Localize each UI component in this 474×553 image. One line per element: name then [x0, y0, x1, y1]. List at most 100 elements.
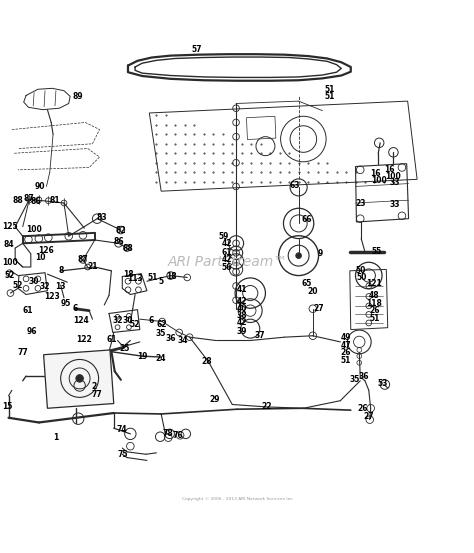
Text: 51: 51: [369, 314, 380, 323]
Text: 125: 125: [3, 222, 18, 231]
Text: 42: 42: [237, 319, 247, 327]
Text: 16: 16: [384, 165, 395, 174]
Text: 51: 51: [147, 273, 158, 282]
Circle shape: [296, 253, 301, 258]
Text: 59: 59: [219, 232, 229, 241]
Text: 42: 42: [221, 255, 232, 264]
Text: 38: 38: [237, 311, 247, 320]
Text: 113: 113: [127, 274, 143, 283]
Text: 77: 77: [18, 348, 28, 357]
Text: 81: 81: [49, 196, 60, 205]
Text: 40: 40: [237, 304, 247, 313]
Text: 61: 61: [221, 248, 232, 257]
Text: 27: 27: [364, 412, 374, 421]
Text: 10: 10: [35, 253, 46, 262]
Text: 1: 1: [53, 433, 59, 442]
Text: 41: 41: [237, 285, 247, 294]
Text: 42: 42: [221, 239, 232, 248]
Text: 76: 76: [173, 431, 183, 440]
Text: 51: 51: [341, 356, 351, 366]
Text: 33: 33: [389, 200, 400, 209]
Text: 126: 126: [38, 246, 55, 255]
Text: 96: 96: [27, 326, 37, 336]
Text: 87: 87: [78, 255, 88, 264]
Text: 20: 20: [308, 287, 318, 296]
Text: 27: 27: [313, 304, 324, 313]
Text: 87: 87: [23, 194, 34, 203]
Text: 100: 100: [371, 176, 387, 185]
Text: 30: 30: [123, 316, 133, 325]
Text: 123: 123: [44, 292, 60, 301]
Text: 52: 52: [13, 280, 23, 290]
Text: 26: 26: [341, 348, 351, 357]
Text: 6: 6: [148, 316, 154, 325]
Text: 8: 8: [59, 267, 64, 275]
Text: 51: 51: [324, 92, 335, 101]
Text: 28: 28: [201, 357, 211, 366]
Text: 5: 5: [159, 276, 164, 286]
Text: 86: 86: [30, 197, 41, 206]
Text: 65: 65: [302, 279, 312, 288]
Text: 124: 124: [73, 316, 89, 325]
Text: 74: 74: [117, 425, 128, 434]
Text: 24: 24: [155, 353, 165, 363]
Text: 29: 29: [209, 395, 219, 404]
Text: 48: 48: [369, 291, 380, 300]
Text: 95: 95: [60, 300, 71, 309]
Text: 26: 26: [369, 306, 380, 315]
Text: 32: 32: [40, 283, 50, 291]
Text: 23: 23: [355, 199, 365, 207]
Text: 89: 89: [73, 92, 83, 101]
Text: Copyright © 2006 - 2013 ARI Network Services Inc: Copyright © 2006 - 2013 ARI Network Serv…: [182, 497, 292, 501]
Text: 30: 30: [29, 276, 39, 286]
Text: 90: 90: [35, 182, 46, 191]
Text: 55: 55: [372, 247, 382, 257]
Text: 34: 34: [177, 336, 188, 345]
Text: 121: 121: [366, 279, 383, 288]
Text: 82: 82: [116, 226, 126, 234]
Text: 9: 9: [317, 249, 323, 258]
Text: 61: 61: [106, 335, 117, 343]
Text: 122: 122: [76, 335, 92, 343]
Text: 50: 50: [356, 273, 366, 282]
Text: 100: 100: [385, 173, 401, 181]
Text: 33: 33: [389, 178, 400, 187]
Text: 6: 6: [72, 304, 78, 313]
Text: 39: 39: [237, 326, 247, 336]
Text: 18: 18: [166, 272, 177, 281]
Text: 62: 62: [157, 320, 167, 330]
Text: 66: 66: [302, 215, 312, 224]
Text: 63: 63: [290, 181, 300, 190]
Text: 49: 49: [341, 333, 351, 342]
Text: 57: 57: [191, 45, 202, 54]
Text: 52: 52: [129, 320, 140, 330]
Text: 18: 18: [123, 270, 133, 279]
Text: 78: 78: [163, 429, 173, 439]
Text: 51: 51: [324, 85, 335, 94]
Text: 100: 100: [26, 225, 42, 233]
Text: 88: 88: [123, 243, 133, 253]
Text: 77: 77: [92, 389, 102, 399]
Text: 84: 84: [3, 240, 14, 249]
Text: 21: 21: [87, 262, 98, 270]
Text: ARI PartStream™: ARI PartStream™: [167, 255, 288, 269]
Text: 53: 53: [378, 379, 388, 388]
Text: 118: 118: [366, 300, 383, 309]
Text: 75: 75: [117, 450, 128, 459]
Text: 13: 13: [55, 283, 66, 291]
Polygon shape: [44, 350, 114, 408]
Text: 56: 56: [221, 263, 232, 272]
Text: 15: 15: [2, 403, 12, 411]
Text: 35: 35: [156, 329, 166, 338]
Text: 52: 52: [4, 271, 15, 280]
Text: 35: 35: [349, 375, 360, 384]
Circle shape: [76, 374, 83, 382]
Text: 25: 25: [119, 344, 129, 353]
Text: 19: 19: [137, 352, 147, 361]
Text: 88: 88: [13, 196, 23, 205]
Text: 36: 36: [359, 373, 369, 382]
Text: 50: 50: [355, 267, 365, 275]
Text: 37: 37: [255, 331, 265, 340]
Text: 83: 83: [96, 213, 107, 222]
Text: 22: 22: [261, 403, 272, 411]
